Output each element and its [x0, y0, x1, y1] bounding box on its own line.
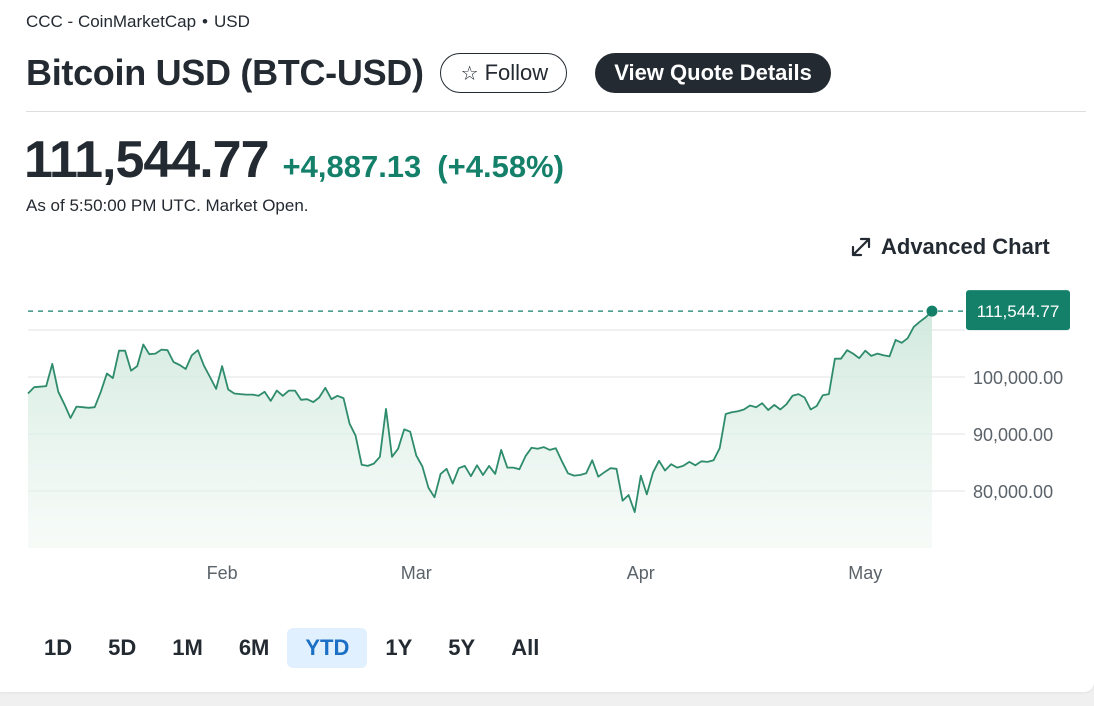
y-tick-label: 80,000.00: [973, 482, 1053, 502]
source-separator: •: [202, 12, 208, 31]
x-tick-label: Apr: [627, 563, 655, 583]
current-price-dot: [926, 305, 938, 317]
range-5y[interactable]: 5Y: [448, 635, 476, 660]
current-price-marker: 111,544.77: [28, 290, 1070, 331]
y-axis-labels: 100,000.00 90,000.00 80,000.00: [973, 368, 1063, 502]
x-tick-label: May: [848, 563, 882, 583]
star-icon: ☆: [460, 62, 479, 85]
range-5d[interactable]: 5D: [108, 635, 137, 660]
y-tick-label: 90,000.00: [973, 425, 1053, 445]
chart-area: [27, 310, 933, 548]
expand-icon: [851, 237, 871, 257]
current-price-badge: [966, 290, 1070, 331]
range-1d[interactable]: 1D: [44, 635, 73, 660]
advanced-chart-label: Advanced Chart: [881, 234, 1050, 259]
x-tick-label: Feb: [207, 563, 238, 583]
x-tick-label: Mar: [401, 563, 432, 583]
source-name: CCC - CoinMarketCap: [26, 12, 197, 31]
range-1m[interactable]: 1M: [172, 635, 203, 660]
currency-label: USD: [214, 12, 250, 31]
view-quote-details-button[interactable]: View Quote Details: [595, 53, 831, 93]
page-title: Bitcoin USD (BTC-USD): [26, 52, 424, 93]
follow-button[interactable]: ☆ Follow: [439, 53, 568, 93]
area-fill: [28, 311, 932, 548]
y-tick-label: 100,000.00: [973, 368, 1063, 388]
quote-source: CCC - CoinMarketCap • USD: [26, 12, 250, 32]
x-axis-labels: Feb Mar Apr May: [207, 563, 883, 583]
market-status: As of 5:50:00 PM UTC. Market Open.: [26, 196, 309, 215]
follow-label: Follow: [484, 60, 549, 85]
price-row: 111,544.77 +4,887.13 (+4.58%): [24, 130, 564, 190]
range-ytd[interactable]: YTD: [287, 628, 368, 668]
range-6m[interactable]: 6M: [238, 635, 270, 660]
current-price-badge-label: 111,544.77: [977, 302, 1060, 321]
advanced-chart-link[interactable]: Advanced Chart: [850, 234, 1050, 260]
price-line: [27, 310, 933, 513]
price-change-percent: (+4.58%): [437, 149, 564, 184]
price-change: +4,887.13: [282, 149, 422, 184]
price-chart[interactable]: 100,000.00 90,000.00 80,000.00 Feb Mar Apr Ma…: [0, 290, 1094, 590]
title-row: Bitcoin USD (BTC-USD) ☆ Follow View Quot…: [26, 50, 831, 96]
range-selector: 1D 5D 1M 6M YTD 1Y 5Y All: [26, 628, 557, 668]
current-price: 111,544.77: [24, 131, 270, 189]
range-all[interactable]: All: [511, 635, 540, 660]
header-divider: [26, 111, 1086, 112]
range-1y[interactable]: 1Y: [385, 635, 413, 660]
